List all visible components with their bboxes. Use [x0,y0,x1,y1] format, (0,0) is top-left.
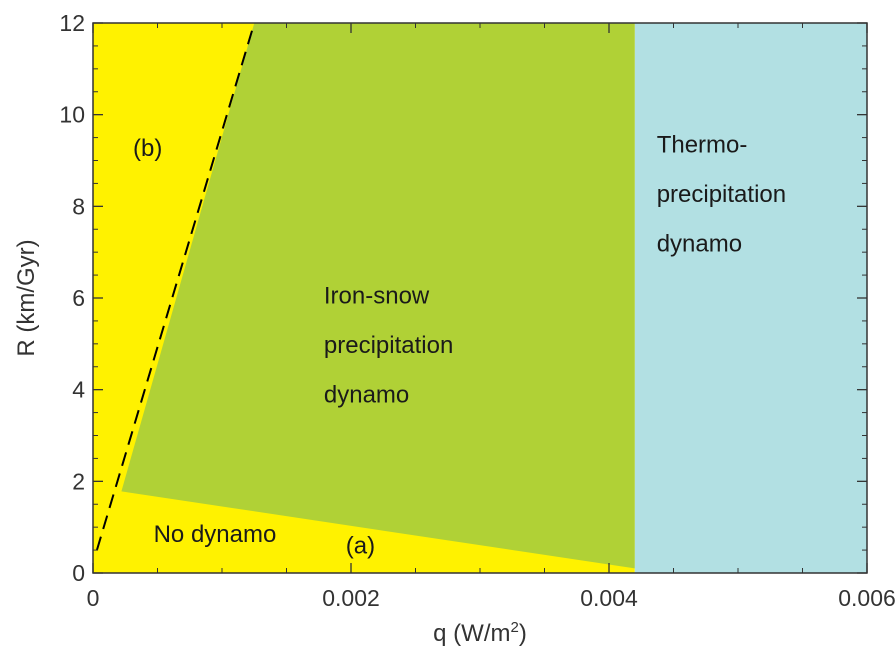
y-tick-label: 4 [72,377,85,403]
y-tick-label: 8 [72,193,85,219]
y-tick-label: 12 [59,10,85,36]
x-tick-label: 0.002 [322,585,380,611]
x-tick-label: 0 [87,585,100,611]
dashed-boundary-b [95,23,256,551]
boundary-lines-layer [95,23,256,551]
x-tick-label: 0.006 [838,585,895,611]
x-axis-label: q (W/m2) [433,619,527,647]
y-axis-label: R (km/Gyr) [13,239,40,356]
label-thermo-3: dynamo [657,231,742,258]
label-iron-snow-2: precipitation [324,332,453,359]
label-thermo-1: Thermo- [657,132,748,159]
regions-layer [93,23,867,573]
label-b: (b) [133,135,162,162]
label-iron-snow-3: dynamo [324,382,409,409]
x-tick-label: 0.004 [580,585,638,611]
region-iron-snow-precipitation-dynamo [121,23,635,569]
annotations-layer: No dynamo (a) (b) Iron-snow precipitation dyn… [133,132,786,560]
y-tick-label: 6 [72,285,85,311]
x-axis-label-superscript: 2 [510,619,518,636]
region-thermo-precipitation-dynamo [634,23,867,573]
label-no-dynamo: No dynamo [154,521,277,548]
label-iron-snow-1: Iron-snow [324,283,430,310]
label-a: (a) [346,532,375,559]
ticks-layer [92,22,868,574]
y-tick-label: 10 [59,102,85,128]
y-tick-label: 2 [72,468,85,494]
y-tick-label: 0 [72,560,85,586]
tick-labels-layer: 0 0.002 0.004 0.006 0 2 4 6 8 10 12 [59,10,895,611]
label-thermo-2: precipitation [657,181,786,208]
